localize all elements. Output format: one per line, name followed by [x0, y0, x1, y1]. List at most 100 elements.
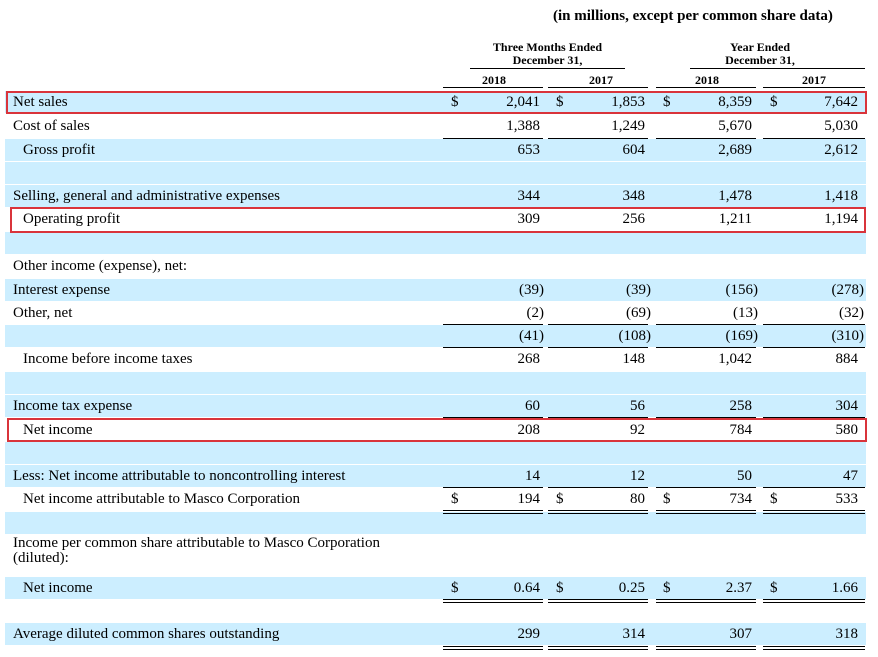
dollar-sign: $	[451, 491, 459, 507]
value-cell: 348	[622, 188, 646, 204]
value-cell: 304	[835, 398, 859, 414]
three-months-header-line2: December 31,	[512, 53, 583, 67]
value-cell: 784	[729, 422, 753, 438]
year-col-1: 2018	[482, 73, 506, 87]
year-ended-header-line1: Year Ended	[729, 40, 791, 54]
value-cell: (39)	[626, 282, 651, 298]
three-months-header: Three Months Ended December 31,	[470, 41, 625, 67]
value-cell: 884	[835, 351, 859, 367]
value-cell: 194	[517, 491, 541, 507]
row-label-eps-net-income: Net income	[23, 580, 93, 596]
row-label-other-net: Other, net	[13, 305, 73, 321]
value-cell: 148	[622, 351, 646, 367]
band	[5, 442, 866, 464]
value-cell: 50	[737, 468, 752, 484]
highlight-box	[10, 207, 866, 233]
value-cell: 653	[517, 142, 541, 158]
value-cell: 307	[729, 626, 753, 642]
three-months-header-line1: Three Months Ended	[492, 40, 603, 54]
row-label-income-before-taxes: Income before income taxes	[23, 351, 193, 367]
value-cell: (169)	[725, 328, 759, 344]
value-cell: 258	[729, 398, 753, 414]
band	[5, 395, 866, 417]
band	[5, 91, 866, 113]
units-note: (in millions, except per common share da…	[553, 8, 833, 24]
row-label-sga: Selling, general and administrative expe…	[13, 188, 281, 204]
year-ended-header: Year Ended December 31,	[690, 41, 830, 67]
band	[5, 372, 866, 394]
dollar-sign: $	[770, 491, 778, 507]
value-cell: 14	[525, 468, 540, 484]
dollar-sign: $	[556, 94, 564, 110]
band	[5, 623, 866, 645]
band	[5, 279, 866, 301]
value-cell: 1.66	[831, 580, 858, 596]
value-cell: 1,418	[824, 188, 858, 204]
value-cell: 5,030	[824, 118, 858, 134]
value-cell: 208	[517, 422, 541, 438]
value-cell: (39)	[519, 282, 544, 298]
band	[5, 325, 866, 347]
highlight-box	[7, 418, 867, 442]
value-cell: 604	[622, 142, 646, 158]
year-col-4: 2017	[802, 73, 826, 87]
row-label-nci: Less: Net income attributable to noncont…	[13, 468, 346, 484]
value-cell: 92	[630, 422, 645, 438]
value-cell: (32)	[839, 305, 864, 321]
value-cell: 2.37	[725, 580, 752, 596]
band	[5, 139, 866, 161]
dollar-sign: $	[663, 94, 671, 110]
band	[5, 465, 866, 487]
value-cell: (278)	[831, 282, 865, 298]
row-label-cost-of-sales: Cost of sales	[13, 118, 90, 134]
value-cell: 2,612	[824, 142, 858, 158]
band	[5, 232, 866, 254]
row-label-eps-header: Income per common share attributable to …	[13, 536, 380, 566]
value-cell: 47	[843, 468, 858, 484]
value-cell: 1,194	[824, 211, 858, 227]
dollar-sign: $	[451, 580, 459, 596]
value-cell: 2,041	[506, 94, 540, 110]
dollar-sign: $	[556, 580, 564, 596]
row-label-gross-profit: Gross profit	[23, 142, 96, 158]
value-cell: 5,670	[718, 118, 752, 134]
value-cell: 1,249	[611, 118, 645, 134]
value-cell: (2)	[526, 305, 545, 321]
year-col-2: 2017	[589, 73, 613, 87]
band	[5, 162, 866, 184]
value-cell: 1,211	[718, 211, 752, 227]
value-cell: 533	[835, 491, 859, 507]
value-cell: 12	[630, 468, 645, 484]
value-cell: 1,042	[718, 351, 752, 367]
row-label-net-sales: Net sales	[13, 94, 68, 110]
dollar-sign: $	[770, 94, 778, 110]
value-cell: (13)	[733, 305, 758, 321]
row-label-net-income: Net income	[23, 422, 93, 438]
value-cell: 309	[517, 211, 541, 227]
row-label-interest-expense: Interest expense	[13, 282, 111, 298]
row-label-avg-shares: Average diluted common shares outstandin…	[13, 626, 280, 642]
row-label-income-tax: Income tax expense	[13, 398, 133, 414]
value-cell: (156)	[725, 282, 759, 298]
value-cell: 318	[835, 626, 859, 642]
value-cell: (41)	[519, 328, 544, 344]
eps-header-line1: Income per common share attributable to …	[13, 535, 380, 551]
dollar-sign: $	[556, 491, 564, 507]
value-cell: 268	[517, 351, 541, 367]
value-cell: 0.64	[513, 580, 540, 596]
row-label-other-income: Other income (expense), net:	[13, 258, 188, 274]
value-cell: 2,689	[718, 142, 752, 158]
dollar-sign: $	[770, 580, 778, 596]
value-cell: 299	[517, 626, 541, 642]
value-cell: (69)	[626, 305, 651, 321]
value-cell: 1,478	[718, 188, 752, 204]
row-label-ni-masco: Net income attributable to Masco Corpora…	[23, 491, 301, 507]
dollar-sign: $	[663, 580, 671, 596]
value-cell: 734	[729, 491, 753, 507]
dollar-sign: $	[451, 94, 459, 110]
value-cell: 256	[622, 211, 646, 227]
value-cell: 1,853	[611, 94, 645, 110]
value-cell: 60	[525, 398, 540, 414]
year-col-3: 2018	[695, 73, 719, 87]
value-cell: 1,388	[506, 118, 540, 134]
